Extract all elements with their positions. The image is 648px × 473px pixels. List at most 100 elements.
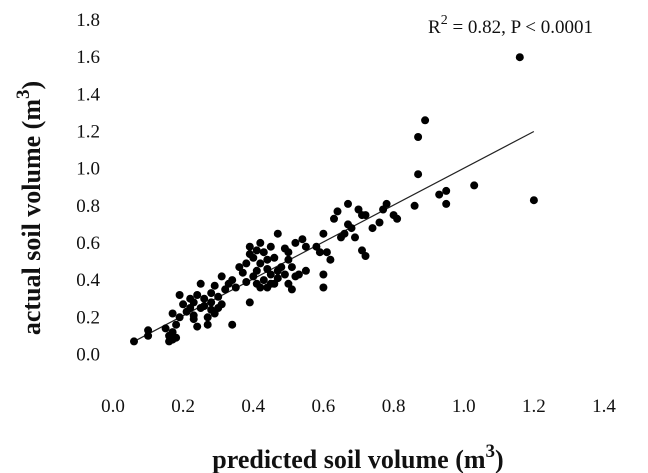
data-point: [189, 298, 198, 307]
data-point: [256, 259, 265, 268]
y-tick-label: 1.4: [76, 84, 100, 105]
data-point: [259, 248, 268, 257]
data-points: [130, 53, 538, 346]
data-point: [252, 246, 261, 255]
data-point: [196, 279, 205, 288]
x-tick-label: 1.2: [522, 396, 546, 417]
y-tick-label: 0.8: [76, 196, 100, 217]
data-point: [200, 294, 209, 303]
data-point: [256, 283, 265, 292]
data-point: [375, 218, 384, 227]
data-point: [231, 283, 240, 292]
data-point: [207, 289, 216, 298]
data-point: [245, 298, 254, 307]
data-point: [421, 116, 430, 125]
x-tick-label: 1.0: [452, 396, 476, 417]
data-point: [266, 242, 275, 251]
data-point: [161, 324, 170, 333]
data-point: [256, 238, 265, 247]
data-point: [249, 253, 258, 262]
data-point: [175, 291, 184, 299]
data-point: [393, 214, 402, 223]
data-point: [294, 270, 303, 279]
data-point: [242, 278, 251, 286]
data-point: [284, 248, 293, 257]
y-tick-label: 0.2: [76, 307, 100, 328]
data-point: [361, 211, 370, 220]
data-point: [470, 181, 479, 190]
x-tick-label: 0.6: [312, 396, 336, 417]
data-point: [319, 270, 328, 279]
data-point: [442, 199, 451, 208]
y-tick-label: 1.8: [76, 10, 100, 31]
y-tick-label: 1.2: [76, 121, 100, 142]
data-point: [210, 281, 219, 290]
data-point: [228, 320, 237, 329]
data-point: [266, 270, 275, 279]
data-point: [333, 207, 342, 216]
data-point: [344, 199, 352, 208]
data-point: [238, 268, 247, 277]
data-point: [270, 253, 279, 262]
data-point: [242, 259, 251, 268]
data-point: [273, 274, 282, 283]
data-point: [252, 266, 261, 275]
data-point: [301, 266, 310, 275]
data-point: [435, 190, 444, 199]
data-point: [340, 229, 349, 238]
data-point: [361, 252, 370, 260]
data-point: [382, 199, 391, 208]
data-point: [214, 292, 223, 301]
data-point: [368, 224, 377, 233]
x-tick-label: 0.8: [382, 396, 406, 417]
data-point: [144, 326, 153, 335]
data-point: [179, 300, 188, 309]
data-point: [351, 233, 359, 242]
data-point: [414, 133, 423, 141]
data-point: [284, 255, 293, 264]
data-point: [442, 186, 451, 195]
data-point: [203, 313, 212, 322]
data-point: [217, 300, 226, 309]
data-point: [322, 248, 331, 257]
data-point: [168, 309, 177, 318]
data-point: [193, 322, 202, 331]
data-point: [319, 283, 328, 292]
data-point: [273, 229, 282, 238]
trendline: [133, 130, 535, 342]
data-point: [330, 214, 338, 223]
y-tick-label: 0.4: [76, 270, 100, 291]
y-tick-label: 1.0: [76, 159, 100, 180]
x-tick-label: 1.4: [592, 396, 616, 417]
x-tick-label: 0.4: [241, 396, 265, 417]
data-point: [172, 333, 181, 342]
data-point: [189, 315, 198, 324]
data-point: [277, 263, 286, 272]
y-tick-label: 0.6: [76, 233, 100, 254]
data-point: [175, 313, 184, 322]
x-tick-label: 0.2: [171, 396, 195, 417]
data-point: [326, 255, 335, 264]
y-tick-label: 1.6: [76, 47, 100, 68]
data-point: [529, 196, 538, 205]
y-axis: 0.0 0.2 0.4 0.6 0.8 1.0 1.2 1.4 1.6 1.8: [76, 10, 100, 365]
data-point: [228, 276, 237, 285]
data-point: [207, 298, 216, 307]
data-point: [347, 224, 356, 233]
data-point: [301, 242, 310, 251]
fit-annotation: R2 = 0.82, P < 0.0001: [428, 13, 593, 38]
x-axis: 0.0 0.2 0.4 0.6 0.8 1.0 1.2 1.4: [101, 396, 616, 417]
data-point: [287, 285, 296, 294]
data-point: [287, 263, 296, 272]
data-point: [410, 201, 419, 210]
trendline-line: [133, 130, 535, 342]
data-point: [291, 238, 300, 247]
y-axis-title: actual soil volume (m3): [13, 81, 46, 335]
data-point: [298, 235, 307, 244]
data-point: [217, 272, 226, 281]
data-point: [259, 276, 268, 285]
data-point: [193, 291, 202, 299]
data-point: [144, 331, 153, 340]
data-point: [263, 255, 272, 264]
